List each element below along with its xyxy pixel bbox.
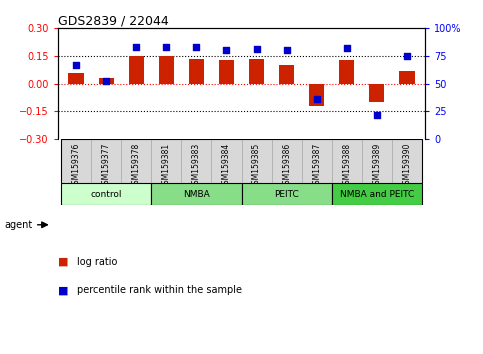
Text: GSM159378: GSM159378 xyxy=(132,142,141,189)
Bar xyxy=(362,139,392,183)
Bar xyxy=(309,84,324,106)
Text: PEITC: PEITC xyxy=(274,190,299,199)
Bar xyxy=(339,60,355,84)
Bar xyxy=(271,139,302,183)
Point xyxy=(403,53,411,59)
Text: percentile rank within the sample: percentile rank within the sample xyxy=(77,285,242,295)
Bar xyxy=(279,65,294,84)
Text: NMBA and PEITC: NMBA and PEITC xyxy=(340,190,414,199)
Point xyxy=(72,62,80,68)
Bar xyxy=(69,74,84,84)
Bar xyxy=(181,139,212,183)
Point xyxy=(373,112,381,118)
Text: agent: agent xyxy=(5,220,33,230)
Bar xyxy=(159,56,174,84)
Text: GSM159376: GSM159376 xyxy=(71,142,81,189)
Point xyxy=(132,44,140,50)
Bar xyxy=(392,139,422,183)
Bar xyxy=(99,78,114,84)
Bar xyxy=(302,139,332,183)
Text: NMBA: NMBA xyxy=(183,190,210,199)
Point xyxy=(283,47,290,53)
Text: ■: ■ xyxy=(58,285,69,295)
Text: GSM159390: GSM159390 xyxy=(402,142,412,189)
Text: ■: ■ xyxy=(58,257,69,267)
Point xyxy=(253,46,260,52)
Text: GSM159387: GSM159387 xyxy=(312,142,321,189)
Point xyxy=(343,45,351,51)
Text: GSM159385: GSM159385 xyxy=(252,142,261,189)
Bar xyxy=(242,183,332,205)
Bar xyxy=(369,84,384,102)
Bar xyxy=(61,183,151,205)
Text: GSM159386: GSM159386 xyxy=(282,142,291,189)
Bar xyxy=(332,183,422,205)
Bar xyxy=(151,183,242,205)
Point xyxy=(102,79,110,84)
Text: GSM159381: GSM159381 xyxy=(162,142,171,189)
Bar xyxy=(249,59,264,84)
Bar xyxy=(61,139,91,183)
Point xyxy=(193,44,200,50)
Text: control: control xyxy=(90,190,122,199)
Point xyxy=(223,47,230,53)
Point xyxy=(162,44,170,50)
Bar xyxy=(212,139,242,183)
Text: GSM159388: GSM159388 xyxy=(342,142,351,189)
Bar xyxy=(189,59,204,84)
Text: GSM159377: GSM159377 xyxy=(101,142,111,189)
Bar xyxy=(128,56,144,84)
Bar xyxy=(91,139,121,183)
Bar xyxy=(399,71,414,84)
Text: log ratio: log ratio xyxy=(77,257,118,267)
Bar xyxy=(151,139,181,183)
Bar xyxy=(242,139,271,183)
Bar xyxy=(219,60,234,84)
Text: GSM159389: GSM159389 xyxy=(372,142,382,189)
Text: GSM159384: GSM159384 xyxy=(222,142,231,189)
Bar xyxy=(121,139,151,183)
Text: GSM159383: GSM159383 xyxy=(192,142,201,189)
Point xyxy=(313,96,321,102)
Text: GDS2839 / 22044: GDS2839 / 22044 xyxy=(58,14,169,27)
Bar xyxy=(332,139,362,183)
